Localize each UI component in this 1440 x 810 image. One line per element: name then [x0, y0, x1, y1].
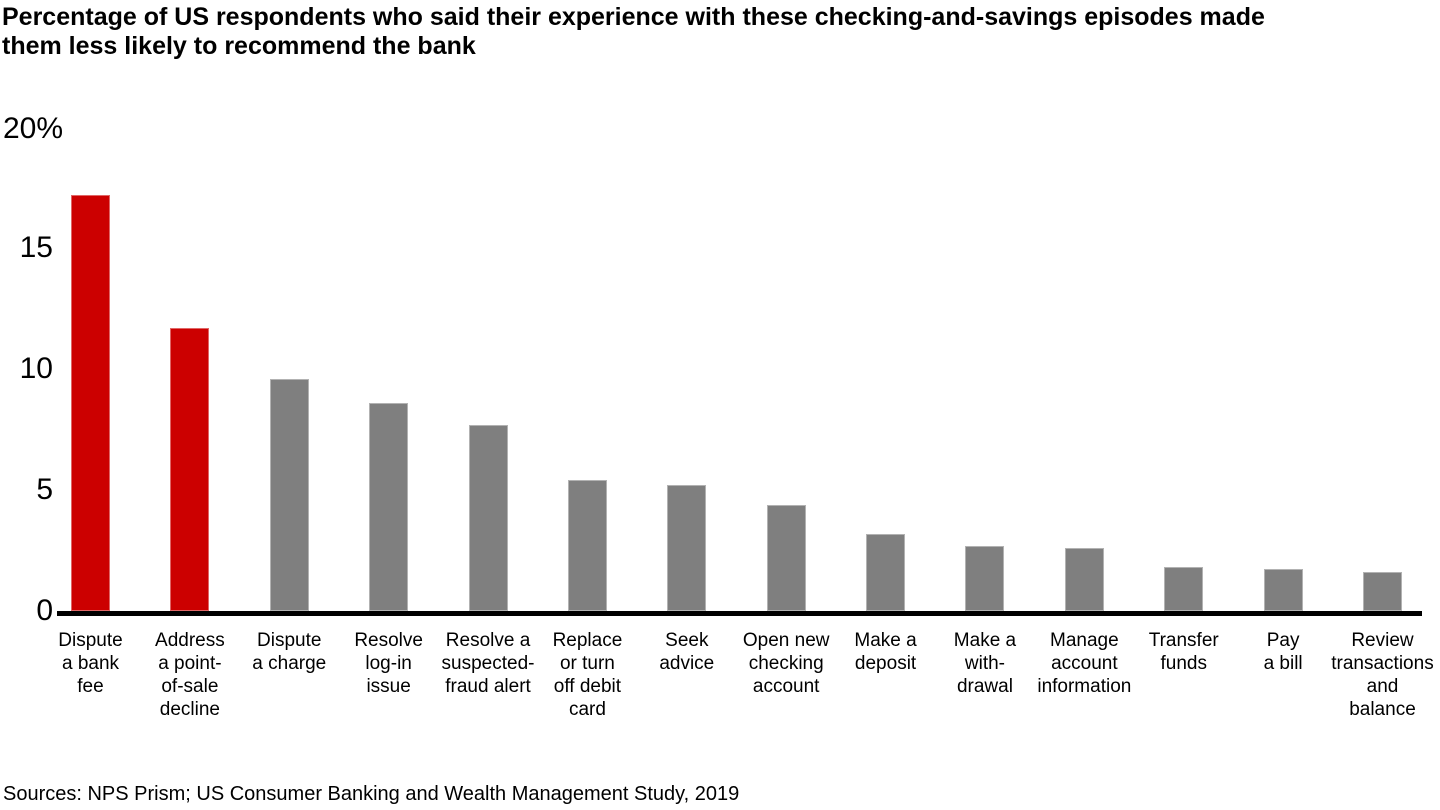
y-axis-max-label: 20%	[3, 112, 64, 145]
bar-9	[866, 533, 906, 611]
bar-8	[766, 504, 806, 611]
y-tick-5: 5	[36, 473, 53, 507]
category-label-10: Make a with- drawal	[953, 630, 1017, 697]
bar-1	[71, 195, 110, 611]
category-label-9: Make a deposit	[854, 630, 917, 674]
bar-14	[1362, 572, 1402, 611]
bar-3	[269, 378, 309, 611]
category-label-13: Pay a bill	[1263, 630, 1303, 674]
y-tick-0: 0	[36, 594, 53, 627]
category-label-1: Dispute a bank fee	[58, 630, 123, 697]
y-tick-10: 10	[19, 352, 53, 386]
bar-13	[1263, 568, 1303, 611]
bar-5	[468, 424, 508, 611]
bar-10	[965, 545, 1005, 611]
category-label-6: Replace or turn off debit card	[552, 630, 623, 720]
y-tick-15: 15	[19, 231, 53, 265]
bar-6	[567, 480, 607, 611]
category-label-3: Dispute a charge	[252, 630, 327, 674]
bar-7	[667, 485, 707, 611]
bar-11	[1064, 548, 1104, 611]
category-label-8: Open new checking account	[742, 630, 830, 697]
chart-title: Percentage of US respondents who said th…	[2, 3, 1265, 60]
category-label-14: Review transactions and balance	[1331, 630, 1434, 720]
x-axis-line	[57, 611, 1422, 616]
category-label-5: Resolve a suspected- fraud alert	[441, 630, 535, 697]
category-label-7: Seek advice	[659, 630, 715, 674]
category-label-4: Resolve log-in issue	[354, 630, 423, 697]
bar-12	[1164, 567, 1204, 611]
source-note: Sources: NPS Prism; US Consumer Banking …	[3, 783, 740, 805]
category-label-11: Manage account information	[1037, 630, 1132, 697]
bar-2	[170, 328, 210, 611]
bar-4	[369, 403, 409, 611]
category-label-2: Address a point- of-sale decline	[155, 630, 225, 720]
category-label-12: Transfer funds	[1148, 630, 1219, 674]
